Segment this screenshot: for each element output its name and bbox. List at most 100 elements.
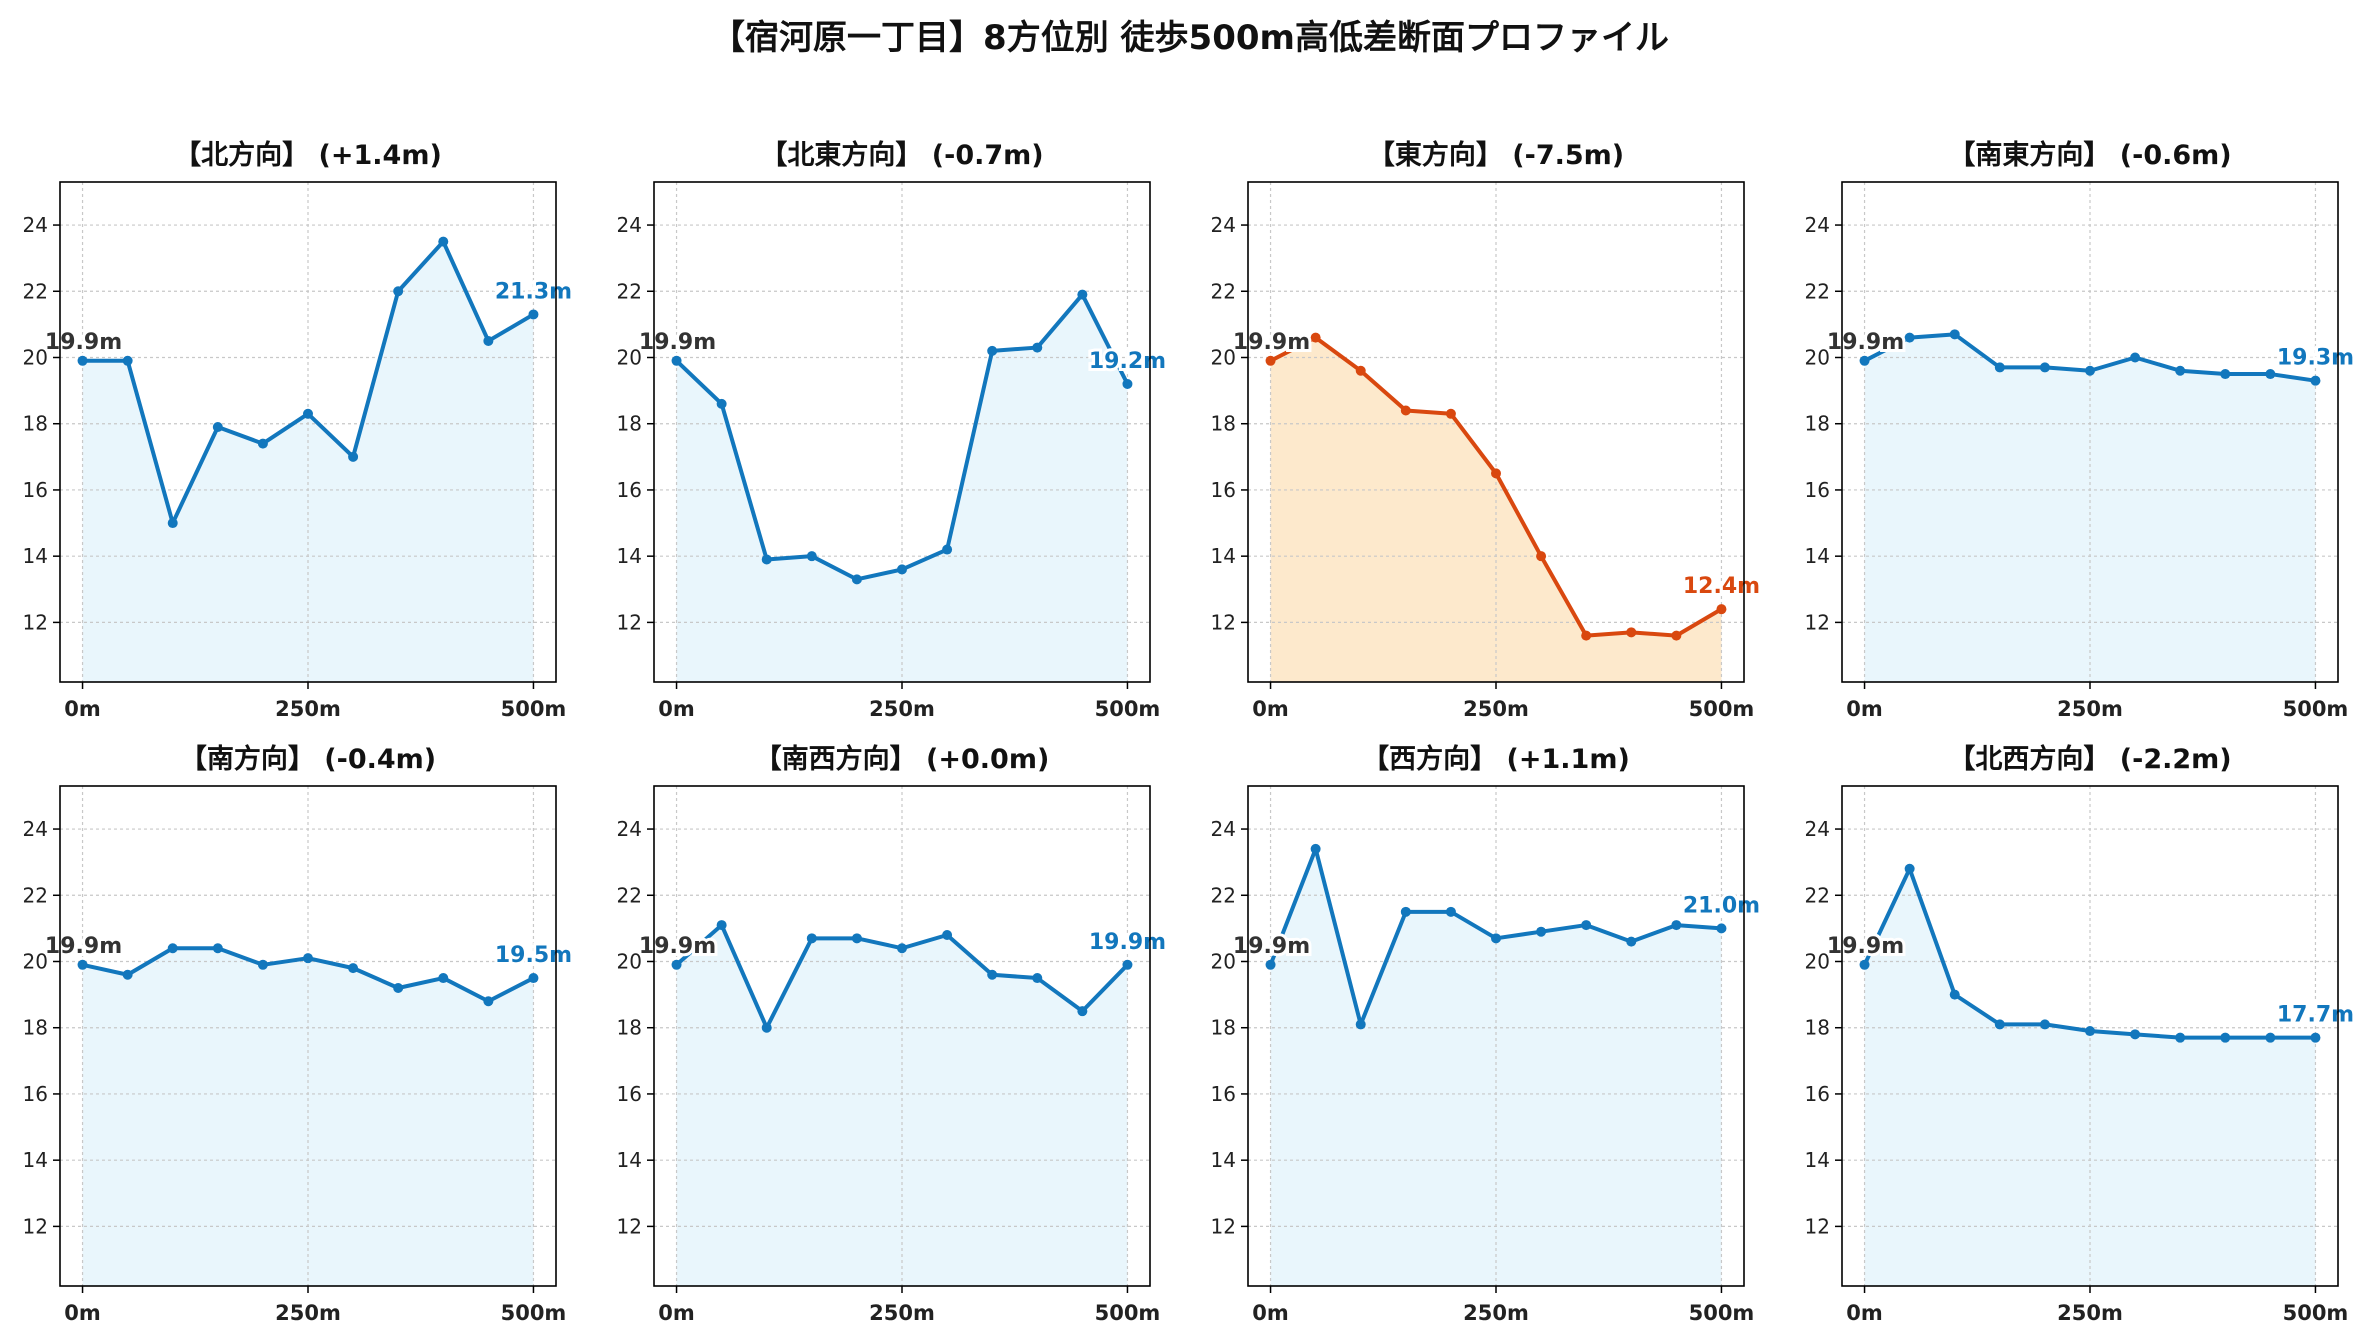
y-tick-label: 16	[1805, 478, 1830, 502]
data-point	[2310, 375, 2321, 386]
data-point	[438, 236, 449, 247]
start-label: 19.9m	[1233, 330, 1310, 355]
x-tick-label: 250m	[1463, 1301, 1529, 1325]
chart-panel: 【南方向】 (-0.4m) 19.9m 19.5m 12 14 16 18 20 22 24 0m 2…	[23, 743, 576, 1325]
area-fill	[1270, 337, 1722, 682]
data-point	[1355, 1019, 1366, 1030]
panel-title: 【北方向】 (+1.4m)	[174, 139, 442, 171]
data-point	[987, 969, 998, 980]
data-point	[1445, 906, 1456, 917]
y-tick-label: 14	[23, 544, 48, 568]
area-fill	[82, 241, 534, 682]
x-tick-label: 500m	[1095, 1301, 1161, 1325]
data-point	[1671, 920, 1682, 931]
data-point	[1581, 630, 1592, 641]
data-point	[348, 963, 359, 974]
data-point	[2085, 365, 2095, 376]
data-point	[303, 953, 313, 964]
x-tick-label: 0m	[1846, 1301, 1883, 1325]
data-point	[1536, 551, 1547, 562]
y-tick-label: 22	[1805, 883, 1830, 907]
data-point	[212, 422, 223, 433]
x-tick-label: 500m	[1095, 697, 1161, 721]
data-point	[1032, 342, 1043, 353]
data-point	[1265, 355, 1276, 366]
data-point	[303, 408, 313, 419]
start-label: 19.9m	[639, 330, 716, 355]
figure-title: 【宿河原一丁目】8方位別 徒歩500m高低差断面プロファイル	[711, 18, 1669, 58]
y-tick-label: 24	[1211, 213, 1236, 237]
y-tick-label: 20	[617, 345, 642, 369]
data-point	[1445, 408, 1456, 419]
end-label: 19.3m	[2277, 346, 2354, 371]
chart-panel: 【北方向】 (+1.4m) 19.9m 21.3m 12 14 16 18 20 22 24 0m 2…	[23, 139, 576, 721]
chart-panel: 【東方向】 (-7.5m) 19.9m 12.4m 12 14 16 18 20 22 24 0m 2…	[1211, 139, 1764, 721]
data-point	[2220, 369, 2231, 380]
data-point	[257, 438, 268, 449]
y-tick-label: 22	[23, 883, 48, 907]
end-label: 21.0m	[1683, 893, 1760, 918]
y-tick-label: 22	[617, 279, 642, 303]
x-tick-label: 250m	[2057, 1301, 2123, 1325]
y-tick-label: 20	[1805, 345, 1830, 369]
x-tick-label: 250m	[869, 697, 935, 721]
y-tick-label: 16	[23, 478, 48, 502]
data-point	[2265, 369, 2276, 380]
y-tick-label: 16	[23, 1082, 48, 1106]
data-point	[528, 309, 539, 320]
area-fill	[1270, 848, 1722, 1286]
data-point	[393, 286, 404, 297]
data-point	[1265, 959, 1276, 970]
data-point	[1904, 332, 1915, 343]
chart-panel: 【南東方向】 (-0.6m) 19.9m 19.3m 12 14 16 18 20 22 24 0m…	[1805, 139, 2358, 721]
end-label: 17.7m	[2277, 1003, 2354, 1028]
chart-panel: 【西方向】 (+1.1m) 19.9m 21.0m 12 14 16 18 20 22 24 0m 2…	[1211, 743, 1764, 1325]
y-tick-label: 14	[1211, 1148, 1236, 1172]
data-point	[897, 943, 907, 954]
data-point	[77, 959, 88, 970]
y-tick-label: 12	[617, 1214, 642, 1238]
x-tick-label: 250m	[275, 697, 341, 721]
data-point	[122, 355, 133, 366]
y-tick-label: 18	[23, 1016, 48, 1040]
data-point	[806, 933, 817, 944]
y-tick-label: 24	[23, 213, 48, 237]
end-label: 19.9m	[1089, 930, 1166, 955]
data-point	[942, 930, 953, 941]
y-tick-label: 24	[1805, 817, 1830, 841]
data-point	[1122, 378, 1133, 389]
y-tick-label: 20	[1211, 345, 1236, 369]
y-tick-label: 12	[1211, 610, 1236, 634]
y-tick-label: 16	[1211, 1082, 1236, 1106]
y-tick-label: 18	[1211, 412, 1236, 436]
panel-title: 【西方向】 (+1.1m)	[1362, 743, 1630, 775]
x-tick-label: 250m	[2057, 697, 2123, 721]
data-point	[2039, 1019, 2050, 1030]
start-label: 19.9m	[45, 934, 122, 959]
y-tick-label: 20	[23, 949, 48, 973]
data-point	[2085, 1026, 2095, 1037]
panel-title: 【北東方向】 (-0.7m)	[760, 139, 1043, 171]
y-tick-label: 12	[1211, 1214, 1236, 1238]
data-point	[1859, 355, 1870, 366]
y-tick-label: 14	[617, 544, 642, 568]
data-point	[851, 574, 862, 585]
data-point	[897, 564, 907, 575]
y-tick-label: 12	[1805, 1214, 1830, 1238]
y-tick-label: 12	[23, 610, 48, 634]
x-tick-label: 0m	[1846, 697, 1883, 721]
chart-panel: 【北東方向】 (-0.7m) 19.9m 19.2m 12 14 16 18 20 22 24 0m…	[617, 139, 1170, 721]
y-tick-label: 16	[617, 478, 642, 502]
data-point	[1310, 843, 1321, 854]
data-point	[393, 982, 404, 993]
data-point	[348, 451, 359, 462]
data-point	[1355, 365, 1366, 376]
y-tick-label: 20	[617, 949, 642, 973]
data-point	[1581, 920, 1592, 931]
y-tick-label: 22	[617, 883, 642, 907]
data-point	[167, 518, 178, 529]
end-label: 21.3m	[495, 279, 572, 304]
data-point	[483, 335, 494, 346]
y-tick-label: 22	[23, 279, 48, 303]
